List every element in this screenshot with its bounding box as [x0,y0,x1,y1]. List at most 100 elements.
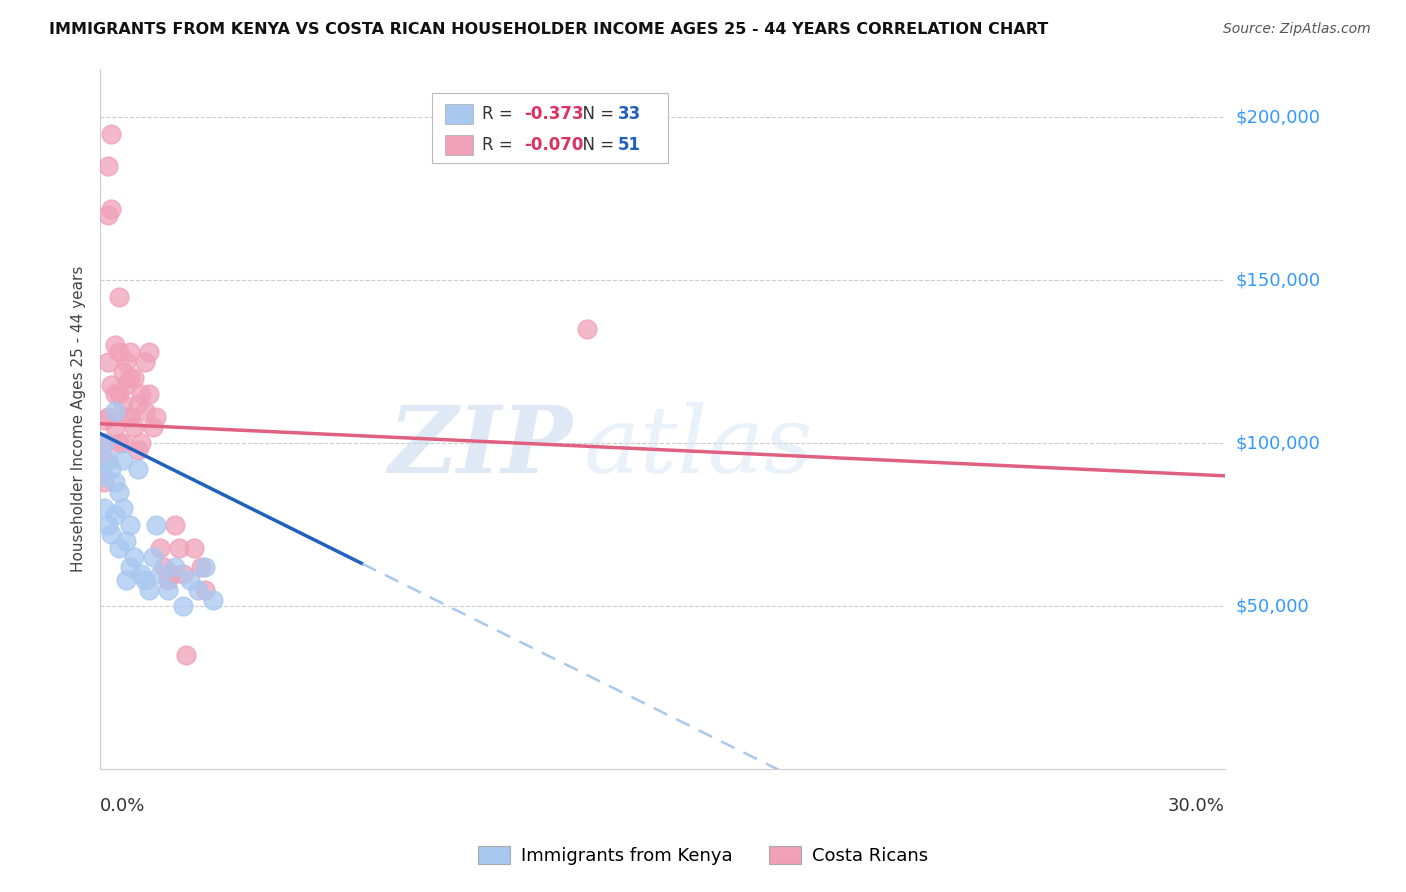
Point [100,127,122,141]
Point [120,410,142,425]
Point [115,355,138,369]
Text: ZIP: ZIP [388,401,572,491]
Point [108,541,131,555]
Text: R =: R = [482,136,519,154]
Point [97,208,120,222]
Text: 33: 33 [617,105,641,123]
Point [176,648,198,662]
Point [108,387,131,401]
Point [127,462,149,476]
Point [187,582,209,597]
Point [120,371,142,385]
Point [153,560,176,574]
Point [115,377,138,392]
Point [115,533,138,548]
Point [194,582,217,597]
Point [142,420,165,434]
Point [131,387,153,401]
Point [131,436,153,450]
Text: $150,000: $150,000 [1236,271,1322,289]
Point [149,541,172,555]
Point [93,468,115,483]
Point [108,290,131,304]
Point [120,345,142,359]
Point [145,410,167,425]
Point [190,560,212,574]
Point [122,550,145,565]
Point [104,403,127,417]
Point [138,387,160,401]
Point [108,436,131,450]
FancyBboxPatch shape [446,104,474,124]
Point [97,410,120,425]
Point [93,436,115,450]
Point [93,452,115,467]
Point [142,550,165,565]
Point [111,452,134,467]
Point [108,345,131,359]
Point [111,501,134,516]
Text: $200,000: $200,000 [1236,109,1320,127]
Text: R =: R = [482,105,519,123]
Point [122,420,145,434]
Point [97,452,120,467]
Text: atlas: atlas [583,401,813,491]
Text: -0.373: -0.373 [524,105,583,123]
Point [127,397,149,411]
Point [100,527,122,541]
Point [149,566,172,581]
Point [93,475,115,490]
Point [576,322,599,336]
Text: $100,000: $100,000 [1236,434,1320,452]
Point [108,485,131,500]
Point [127,442,149,457]
Point [160,566,183,581]
Point [97,159,120,173]
Point [156,573,179,587]
Point [138,345,160,359]
Point [134,403,156,417]
Legend: Immigrants from Kenya, Costa Ricans: Immigrants from Kenya, Costa Ricans [471,838,935,872]
Point [100,462,122,476]
Point [167,541,190,555]
Point [120,517,142,532]
Point [93,413,115,427]
Point [201,592,224,607]
Point [131,566,153,581]
Point [145,517,167,532]
Point [179,573,201,587]
Point [115,410,138,425]
Point [134,573,156,587]
Point [97,517,120,532]
Point [111,365,134,379]
Point [138,582,160,597]
FancyBboxPatch shape [432,93,668,163]
Point [165,517,187,532]
Point [172,599,194,614]
Point [100,377,122,392]
Point [122,371,145,385]
Point [104,387,127,401]
Point [120,560,142,574]
Text: $50,000: $50,000 [1236,597,1309,615]
FancyBboxPatch shape [446,135,474,154]
Point [111,397,134,411]
Point [104,338,127,352]
Text: N =: N = [572,136,620,154]
Point [165,560,187,574]
Text: 0.0%: 0.0% [100,797,145,815]
Text: N =: N = [572,105,620,123]
Point [104,475,127,490]
Point [183,541,205,555]
Y-axis label: Householder Income Ages 25 - 44 years: Householder Income Ages 25 - 44 years [72,266,86,572]
Point [104,420,127,434]
Text: 30.0%: 30.0% [1168,797,1225,815]
Point [111,436,134,450]
Text: -0.070: -0.070 [524,136,583,154]
Point [194,560,217,574]
Text: IMMIGRANTS FROM KENYA VS COSTA RICAN HOUSEHOLDER INCOME AGES 25 - 44 YEARS CORRE: IMMIGRANTS FROM KENYA VS COSTA RICAN HOU… [49,22,1049,37]
Point [115,573,138,587]
Point [97,355,120,369]
Point [156,582,179,597]
Point [172,566,194,581]
